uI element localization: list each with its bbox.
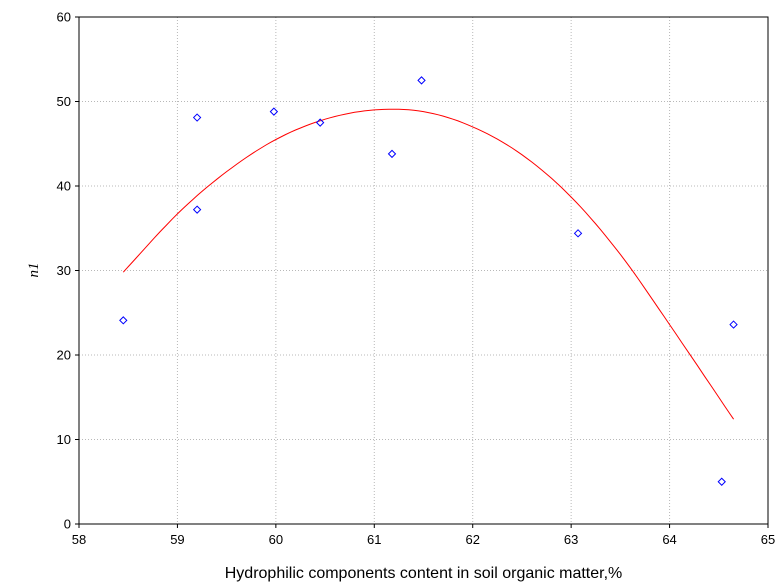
data-point [717,477,726,486]
data-point [119,316,128,325]
data-point [729,320,738,329]
x-tick-label: 64 [662,532,676,547]
fit-curve-group [122,108,735,420]
data-point [387,149,397,159]
x-tick-label: 61 [367,532,381,547]
grid-lines [79,17,768,524]
data-point [573,229,583,238]
y-tick-label: 20 [57,348,71,363]
x-tick-label: 65 [761,532,775,547]
data-point [192,113,202,122]
data-point [315,118,325,127]
y-tick-label: 50 [57,94,71,109]
data-point [417,76,426,85]
data-points [119,76,738,486]
data-point [192,205,202,214]
fit-curve [122,108,735,420]
x-axis-label: Hydrophilic components content in soil o… [225,565,623,582]
y-tick-label: 40 [57,179,71,194]
x-tick-label: 58 [72,532,86,547]
x-tick-label: 60 [269,532,283,547]
x-tick-label: 63 [564,532,578,547]
data-point [269,107,279,116]
y-tick-label: 10 [57,432,71,447]
y-tick-label: 0 [64,517,71,532]
axes: 58 59 60 61 62 63 64 65 0 10 20 30 40 50 60 [57,10,776,548]
y-axis-label: n1 [26,263,42,278]
y-tick-label: 60 [57,10,71,25]
x-tick-label: 59 [170,532,184,547]
y-tick-label: 30 [57,263,71,278]
x-tick-label: 62 [465,532,479,547]
